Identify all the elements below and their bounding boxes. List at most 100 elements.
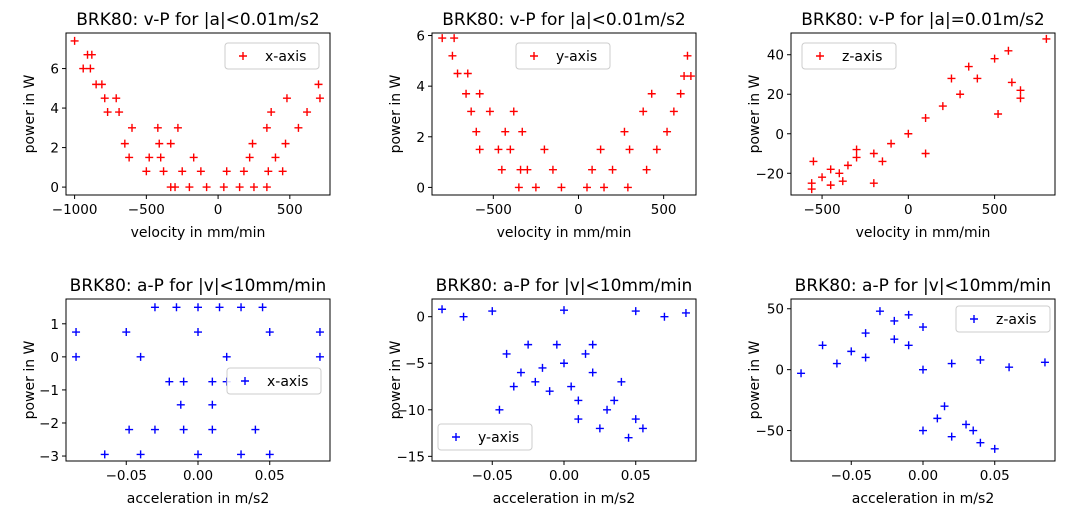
data-point — [1007, 78, 1016, 87]
data-point — [540, 145, 549, 154]
data-point — [625, 145, 634, 154]
data-point — [472, 127, 481, 136]
data-point — [869, 179, 878, 188]
data-point — [459, 312, 468, 321]
data-point — [1005, 363, 1014, 372]
data-point — [1004, 46, 1013, 55]
data-point — [501, 127, 510, 136]
data-point — [136, 450, 145, 459]
data-point — [194, 450, 202, 459]
y-tick-label: 0 — [416, 180, 425, 196]
data-point — [315, 328, 324, 337]
data-point — [832, 359, 841, 368]
data-point — [843, 161, 852, 170]
data-point — [818, 341, 827, 350]
data-point — [538, 363, 547, 372]
data-point — [560, 306, 568, 315]
x-tick-label: 500 — [651, 202, 677, 218]
x-tick-label: 0.00 — [549, 468, 579, 484]
data-point — [676, 89, 685, 98]
data-point — [514, 183, 523, 192]
data-point — [1016, 94, 1025, 103]
data-point — [969, 426, 978, 435]
chart-title: BRK80: a-P for |v|<10mm/min — [436, 276, 693, 296]
chart-title: BRK80: v-P for |a|<0.01m/s2 — [76, 10, 320, 30]
legend-label: y-axis — [478, 430, 519, 446]
data-point — [567, 382, 576, 391]
data-point — [194, 303, 202, 312]
data-point — [835, 169, 844, 178]
subplot-3: BRK80: v-P for |a|=0.01m/s2 −500 0 500 −20 0 2… — [747, 10, 1056, 241]
data-point — [196, 167, 205, 176]
data-point — [617, 377, 626, 386]
data-point — [467, 107, 476, 116]
data-point — [194, 328, 202, 337]
data-point — [545, 387, 554, 396]
data-point — [264, 167, 273, 176]
y-axis-label: power in W — [747, 340, 763, 419]
data-point — [904, 129, 913, 138]
x-tick-label: 500 — [277, 202, 303, 218]
data-point — [150, 425, 159, 434]
data-point — [222, 352, 231, 361]
data-point — [215, 303, 224, 312]
chart-title: BRK80: a-P for |v|<10mm/min — [70, 276, 327, 296]
legend-box — [515, 42, 611, 70]
data-point — [475, 89, 484, 98]
data-point — [509, 382, 518, 391]
data-point — [262, 123, 271, 132]
data-point — [531, 183, 540, 192]
data-point — [663, 127, 672, 136]
legend: x-axis — [224, 42, 320, 70]
x-tick-label: −0.05 — [106, 468, 147, 484]
legend-label: y-axis — [556, 49, 597, 65]
data-point — [669, 107, 678, 116]
data-point — [120, 139, 129, 148]
y-tick-label: −5 — [405, 356, 425, 372]
legend-marker — [530, 52, 538, 60]
data-point — [847, 347, 856, 356]
legend: y-axis — [515, 42, 611, 70]
data-point — [278, 167, 287, 176]
data-point — [497, 165, 506, 174]
legend-box — [226, 367, 322, 395]
legend-label: z-axis — [996, 312, 1036, 328]
data-point — [582, 183, 591, 192]
data-point — [1040, 358, 1049, 367]
data-point — [208, 377, 217, 386]
data-point — [921, 149, 930, 158]
data-point — [797, 369, 806, 378]
subplot-5: BRK80: a-P for |v|<10mm/min −0.05 0.00 0.05… — [388, 276, 697, 507]
x-tick-label: 0.05 — [621, 468, 651, 484]
data-point — [683, 51, 692, 60]
y-tick-label: 0 — [50, 180, 59, 196]
data-point — [237, 450, 246, 459]
legend-label: x-axis — [267, 374, 308, 390]
data-point — [516, 368, 525, 377]
data-point — [249, 183, 258, 192]
data-point — [861, 353, 870, 362]
data-point — [142, 167, 151, 176]
data-series — [797, 307, 1049, 453]
y-tick-label: −1 — [39, 383, 59, 399]
data-series — [438, 34, 695, 192]
data-point — [919, 426, 927, 435]
data-point — [506, 145, 515, 154]
data-point — [904, 310, 913, 319]
data-point — [623, 183, 632, 192]
y-tick-label: 0 — [416, 310, 425, 326]
y-tick-label: −15 — [397, 449, 426, 465]
data-point — [72, 328, 81, 337]
x-tick-label: 0 — [574, 202, 583, 218]
data-point — [176, 400, 185, 409]
data-point — [155, 139, 164, 148]
data-point — [878, 157, 887, 166]
data-point — [631, 307, 640, 316]
y-axis-label: power in W — [747, 74, 763, 153]
data-point — [208, 400, 217, 409]
data-point — [222, 167, 231, 176]
data-point — [608, 165, 617, 174]
y-tick-label: 0 — [50, 350, 59, 366]
data-point — [990, 444, 999, 453]
